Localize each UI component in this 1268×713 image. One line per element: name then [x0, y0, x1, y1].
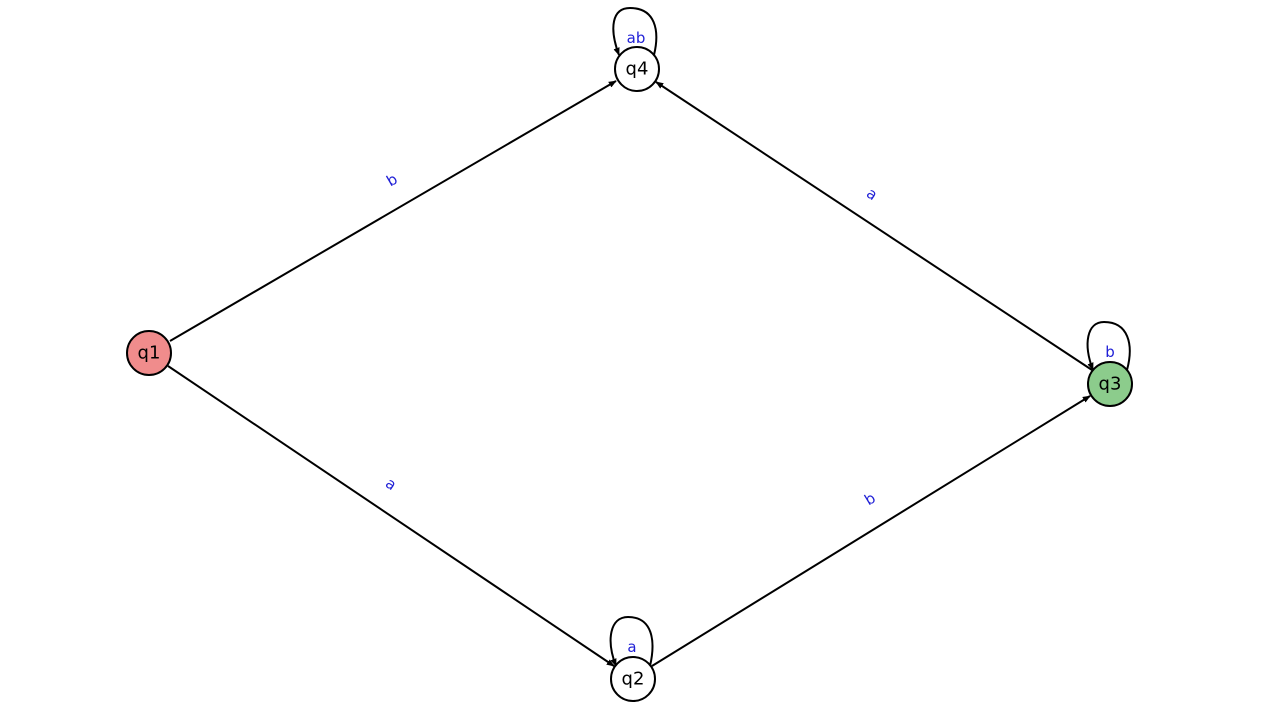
- state-q2: q2: [610, 656, 656, 702]
- state-q3: q3: [1087, 361, 1133, 407]
- state-q3-label: q3: [1099, 374, 1122, 395]
- state-q4-label: q4: [626, 59, 649, 80]
- edge-q2-q3: [651, 395, 1091, 667]
- edge-q1-q2: [167, 365, 615, 667]
- edge-label-q1-q4: b: [383, 170, 400, 190]
- state-q1: q1: [126, 330, 172, 376]
- state-q2-circle: [610, 656, 656, 702]
- edge-label-q1-q2: a: [382, 474, 400, 494]
- state-q1-label: q1: [138, 343, 161, 364]
- self-loop-q2: [609, 615, 654, 667]
- state-q1-circle: [126, 330, 172, 376]
- edge-label-q2-q3: b: [861, 489, 878, 509]
- edge-q3-q4: [655, 81, 1093, 371]
- state-q2-label: q2: [622, 669, 645, 690]
- edge-q1-q4: [169, 80, 617, 342]
- state-q4: q4: [614, 46, 660, 92]
- loop-label-q3: b: [1105, 343, 1115, 361]
- loop-label-q4: ab: [627, 29, 646, 47]
- state-q4-circle: [614, 46, 660, 92]
- edge-label-q3-q4: a: [863, 184, 881, 204]
- loop-label-q2: a: [627, 638, 636, 656]
- self-loop-q4: [612, 6, 658, 56]
- self-loop-q3: [1086, 320, 1131, 371]
- state-q3-circle: [1087, 361, 1133, 407]
